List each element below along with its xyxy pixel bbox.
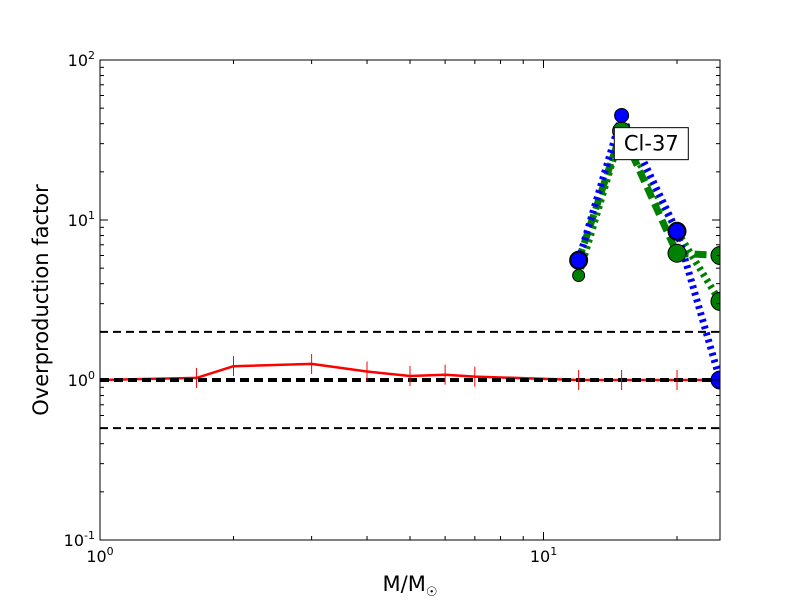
y-tick-label: 101 xyxy=(68,209,95,230)
x-axis-title: M/M☉ xyxy=(383,572,438,600)
y-axis-title: Overproduction factor xyxy=(29,184,53,416)
x-tick-label: 101 xyxy=(530,545,557,566)
series-line-0 xyxy=(100,362,720,382)
y-tick-label: 100 xyxy=(68,369,95,390)
annotation-box xyxy=(613,127,689,161)
data-point xyxy=(668,222,686,240)
annotations: Cl-37 xyxy=(613,127,689,161)
x-tick-label: 100 xyxy=(86,545,113,566)
data-point xyxy=(614,107,630,123)
data-point xyxy=(570,251,588,269)
y-tick-label: 102 xyxy=(68,49,95,70)
series-layer xyxy=(100,112,720,382)
y-tick-label: 10-1 xyxy=(64,529,95,550)
data-point xyxy=(710,245,720,265)
annotation-label: Cl-37 xyxy=(624,132,679,156)
data-point xyxy=(572,268,586,282)
data-point xyxy=(710,291,720,311)
data-point xyxy=(667,243,687,263)
series-line-2 xyxy=(575,127,720,262)
